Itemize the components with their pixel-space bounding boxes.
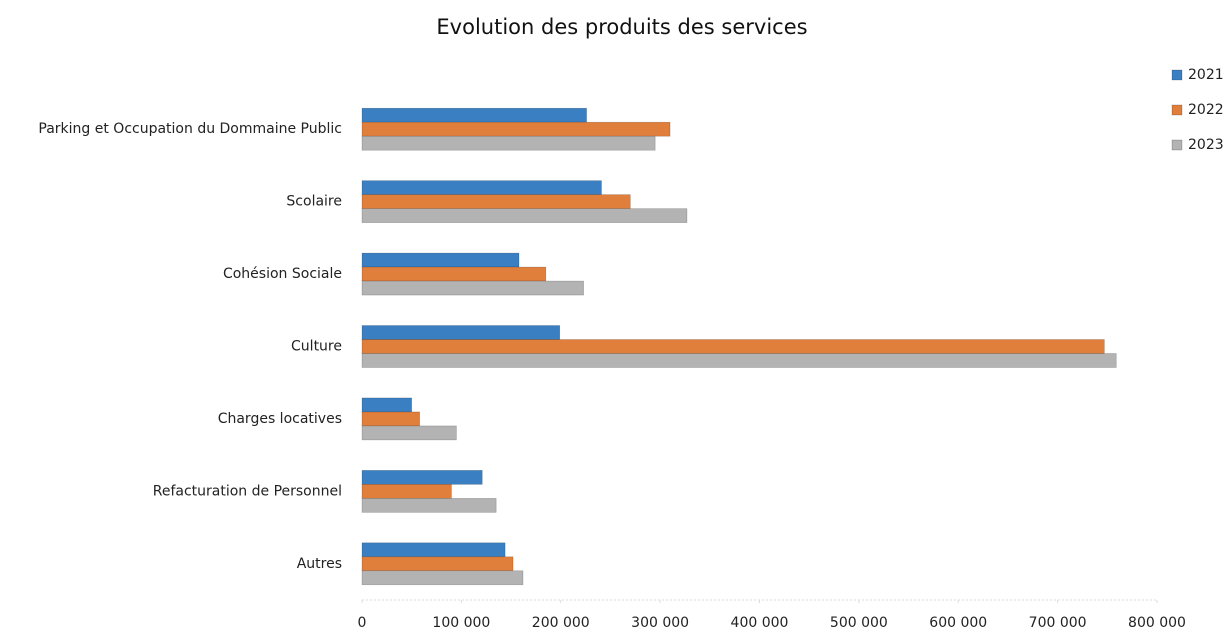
bar xyxy=(361,353,1117,368)
legend-swatch xyxy=(1171,139,1183,151)
y-tick-label: Parking et Occupation du Dommaine Public xyxy=(38,121,342,137)
bar xyxy=(361,107,587,123)
x-tick-label: 600 000 xyxy=(929,615,987,631)
bar xyxy=(361,208,688,223)
bar xyxy=(361,498,497,513)
x-tick-label: 500 000 xyxy=(830,615,888,631)
bar xyxy=(361,252,520,268)
y-tick-label: Culture xyxy=(291,339,342,355)
y-tick-label: Autres xyxy=(297,556,342,572)
y-tick-label: Charges locatives xyxy=(218,411,342,427)
y-tick-label: Scolaire xyxy=(286,194,342,210)
legend-swatch xyxy=(1171,69,1183,81)
bar xyxy=(361,425,457,441)
legend-label: 2022 xyxy=(1188,102,1224,118)
bar xyxy=(361,266,547,282)
x-tick-label: 100 000 xyxy=(432,615,490,631)
bar xyxy=(361,121,671,137)
bar xyxy=(361,484,452,499)
legend-label: 2021 xyxy=(1188,67,1224,83)
x-tick-label: 300 000 xyxy=(631,615,689,631)
x-tick-label: 400 000 xyxy=(731,615,789,631)
legend-swatch xyxy=(1171,104,1183,116)
bar xyxy=(361,397,412,413)
bar xyxy=(361,180,602,195)
x-tick-label: 800 000 xyxy=(1128,615,1186,631)
x-tick-label: 700 000 xyxy=(1029,615,1087,631)
bar xyxy=(361,470,483,485)
bar xyxy=(361,339,1105,354)
legend-label: 2023 xyxy=(1188,137,1224,153)
bar xyxy=(361,135,656,151)
y-tick-label: Refacturation de Personnel xyxy=(153,483,342,499)
bar xyxy=(361,542,506,558)
bar xyxy=(361,280,584,296)
bar xyxy=(361,570,524,586)
bar xyxy=(361,325,561,340)
bar xyxy=(361,411,420,427)
bar xyxy=(361,194,631,209)
x-tick-label: 200 000 xyxy=(532,615,590,631)
x-tick-label: 0 xyxy=(358,615,367,631)
bar xyxy=(361,556,514,572)
chart-title: Evolution des produits des services xyxy=(436,15,807,39)
y-tick-label: Cohésion Sociale xyxy=(223,266,342,282)
